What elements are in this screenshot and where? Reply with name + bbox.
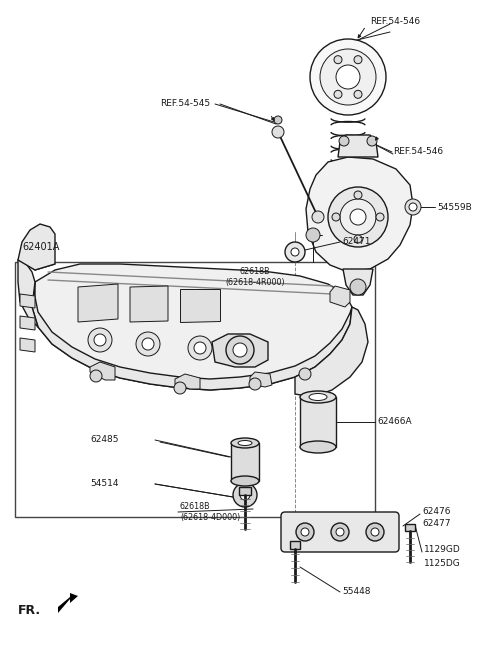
Circle shape — [376, 213, 384, 221]
Polygon shape — [175, 374, 200, 389]
Polygon shape — [78, 284, 118, 322]
Bar — [290, 541, 300, 549]
Circle shape — [296, 523, 314, 541]
Ellipse shape — [231, 476, 259, 486]
Circle shape — [354, 235, 362, 243]
Circle shape — [331, 523, 349, 541]
Circle shape — [354, 191, 362, 199]
Text: REF.54-545: REF.54-545 — [160, 100, 210, 108]
Bar — [231, 443, 259, 481]
Circle shape — [312, 211, 324, 223]
Circle shape — [332, 213, 340, 221]
Polygon shape — [18, 252, 55, 270]
Circle shape — [354, 91, 362, 98]
Text: 1125DG: 1125DG — [424, 559, 461, 569]
Circle shape — [371, 528, 379, 536]
Ellipse shape — [300, 441, 336, 453]
Text: 1129GD: 1129GD — [424, 546, 461, 554]
Circle shape — [136, 332, 160, 356]
Polygon shape — [343, 269, 373, 295]
Circle shape — [188, 336, 212, 360]
Circle shape — [299, 368, 311, 380]
Bar — [405, 524, 415, 531]
Text: 62476: 62476 — [422, 507, 451, 516]
Circle shape — [240, 490, 250, 500]
Circle shape — [350, 209, 366, 225]
Text: 54559B: 54559B — [437, 203, 472, 211]
Circle shape — [340, 199, 376, 235]
Circle shape — [233, 343, 247, 357]
Polygon shape — [20, 316, 35, 330]
Circle shape — [291, 248, 299, 256]
Circle shape — [354, 55, 362, 64]
Ellipse shape — [231, 438, 259, 448]
Bar — [300, 397, 336, 447]
Text: 62477: 62477 — [422, 520, 451, 529]
Text: REF.54-546: REF.54-546 — [370, 18, 420, 27]
Circle shape — [272, 126, 284, 138]
Circle shape — [328, 187, 388, 247]
Bar — [15, 262, 375, 517]
Circle shape — [249, 378, 261, 390]
Bar — [239, 487, 251, 495]
Text: 55448: 55448 — [342, 587, 371, 597]
Circle shape — [339, 136, 349, 146]
Ellipse shape — [309, 394, 327, 400]
Polygon shape — [130, 286, 168, 322]
Polygon shape — [20, 338, 35, 352]
Circle shape — [336, 65, 360, 89]
Polygon shape — [18, 224, 55, 270]
Circle shape — [174, 382, 186, 394]
Polygon shape — [306, 157, 413, 272]
Circle shape — [366, 523, 384, 541]
Circle shape — [90, 370, 102, 382]
Circle shape — [194, 342, 206, 354]
Polygon shape — [18, 260, 38, 327]
Circle shape — [409, 203, 417, 211]
Polygon shape — [20, 294, 35, 308]
Circle shape — [226, 336, 254, 364]
Circle shape — [306, 228, 320, 242]
Circle shape — [350, 279, 366, 295]
Polygon shape — [338, 135, 378, 157]
Circle shape — [285, 242, 305, 262]
Circle shape — [274, 116, 282, 124]
Text: 62485: 62485 — [90, 436, 119, 445]
Circle shape — [233, 483, 257, 507]
Text: 62618B
(62618-4R000): 62618B (62618-4R000) — [225, 267, 285, 287]
Polygon shape — [58, 593, 78, 613]
Circle shape — [94, 334, 106, 346]
Polygon shape — [250, 372, 272, 387]
Circle shape — [334, 91, 342, 98]
Polygon shape — [330, 286, 350, 307]
Text: 62618B
(62618-4D000): 62618B (62618-4D000) — [180, 502, 240, 522]
Polygon shape — [295, 307, 368, 397]
Circle shape — [301, 528, 309, 536]
Polygon shape — [32, 264, 352, 390]
Text: 62466A: 62466A — [377, 417, 412, 426]
Circle shape — [336, 528, 344, 536]
Polygon shape — [180, 289, 220, 322]
Circle shape — [238, 342, 262, 366]
Circle shape — [310, 39, 386, 115]
Polygon shape — [32, 282, 352, 390]
Text: 54514: 54514 — [90, 479, 119, 488]
Circle shape — [320, 49, 376, 105]
Circle shape — [142, 338, 154, 350]
Circle shape — [405, 199, 421, 215]
Text: REF.54-546: REF.54-546 — [393, 147, 443, 156]
Text: 62401A: 62401A — [22, 242, 60, 252]
Polygon shape — [212, 334, 268, 367]
Text: 62471: 62471 — [342, 237, 371, 246]
Circle shape — [88, 328, 112, 352]
Polygon shape — [90, 362, 115, 380]
Circle shape — [244, 348, 256, 360]
Text: FR.: FR. — [18, 604, 41, 617]
Ellipse shape — [238, 441, 252, 445]
Ellipse shape — [300, 391, 336, 403]
Circle shape — [334, 55, 342, 64]
FancyBboxPatch shape — [281, 512, 399, 552]
Circle shape — [367, 136, 377, 146]
